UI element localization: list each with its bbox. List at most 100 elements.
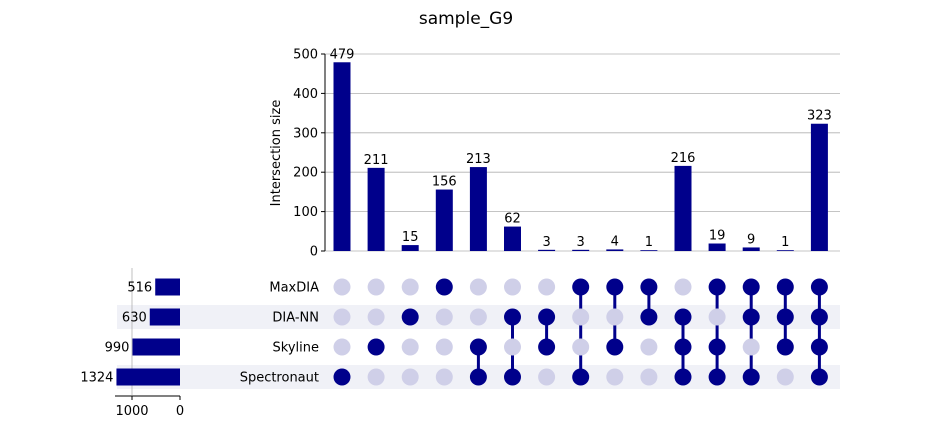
matrix-dot-inactive — [367, 368, 385, 386]
matrix-dot-active — [469, 368, 487, 386]
matrix-dot-inactive — [504, 278, 521, 296]
set-size-label: 1324 — [80, 371, 113, 386]
intersection-bar — [640, 250, 658, 251]
intersection-bar — [435, 189, 453, 251]
matrix-dot-active — [810, 338, 828, 356]
matrix-dot-inactive — [606, 368, 624, 386]
set-size-label: 990 — [105, 341, 130, 356]
matrix-dot-inactive — [367, 308, 385, 326]
matrix-dot-active — [776, 308, 794, 326]
intersection-bar-label: 15 — [402, 230, 419, 245]
matrix-dot-inactive — [742, 338, 760, 356]
intersection-bar-label: 156 — [432, 175, 457, 190]
matrix-dot-inactive — [776, 368, 794, 386]
matrix-dot-inactive — [435, 368, 453, 386]
matrix-dot-inactive — [640, 368, 658, 386]
y-tick-label: 0 — [310, 245, 318, 260]
matrix-dot-active — [333, 368, 351, 386]
intersection-bar — [333, 62, 351, 251]
matrix-dot-active — [538, 308, 556, 326]
matrix-dot-active — [606, 278, 624, 296]
set-size-label: 516 — [127, 281, 152, 296]
matrix-dot-inactive — [572, 338, 590, 356]
y-tick-label: 400 — [293, 87, 318, 102]
intersection-bar-label: 216 — [671, 151, 696, 166]
matrix-dot-inactive — [333, 308, 351, 326]
intersection-bar — [776, 250, 794, 251]
intersection-y-axis: 0 100 200 300 400 500 — [293, 48, 326, 260]
matrix-dot-inactive — [333, 278, 351, 296]
set-size-bar — [116, 368, 180, 386]
matrix-dot-active — [504, 368, 521, 386]
matrix-dot-active — [674, 368, 692, 386]
intersection-bar — [742, 247, 760, 251]
matrix-dot-active — [640, 308, 658, 326]
intersection-bar-label: 213 — [466, 152, 491, 167]
matrix-dot-active — [810, 308, 828, 326]
intersection-bars — [333, 62, 828, 251]
intersection-bar — [674, 165, 692, 251]
matrix-dot-active — [708, 368, 726, 386]
intersection-bar-label: 323 — [807, 109, 832, 124]
intersection-bar-label: 1 — [781, 235, 789, 250]
matrix-dot-active — [606, 338, 624, 356]
intersection-bar — [504, 226, 521, 251]
matrix-dot-active — [367, 338, 385, 356]
chart-title: sample_G9 — [419, 9, 513, 29]
matrix-dot-inactive — [504, 338, 521, 356]
matrix-dot-inactive — [401, 278, 419, 296]
matrix-dot-active — [776, 278, 794, 296]
intersection-bar — [572, 249, 590, 251]
intersection-bar — [469, 167, 487, 251]
matrix-dot-active — [810, 368, 828, 386]
intersection-bar-label: 211 — [364, 153, 389, 168]
matrix-dot-inactive — [708, 308, 726, 326]
intersection-bar-label: 3 — [577, 235, 585, 250]
intersection-matrix — [333, 278, 828, 386]
matrix-dot-active — [469, 338, 487, 356]
set-size-tick-label: 0 — [176, 404, 184, 419]
matrix-dot-active — [776, 338, 794, 356]
intersection-bar-label: 19 — [709, 229, 726, 244]
matrix-dot-inactive — [469, 278, 487, 296]
matrix-dot-inactive — [572, 308, 590, 326]
matrix-dot-active — [674, 308, 692, 326]
intersection-bar — [538, 249, 556, 251]
y-tick-label: 100 — [293, 205, 318, 220]
matrix-dot-active — [674, 338, 692, 356]
matrix-dot-inactive — [401, 368, 419, 386]
matrix-dot-inactive — [538, 278, 556, 296]
matrix-dot-active — [810, 278, 828, 296]
matrix-dot-inactive — [401, 338, 419, 356]
matrix-dot-active — [504, 308, 521, 326]
matrix-dot-active — [742, 308, 760, 326]
set-name-label: MaxDIA — [269, 281, 319, 296]
intersection-bar-label: 3 — [542, 235, 550, 250]
matrix-dot-inactive — [435, 308, 453, 326]
matrix-dot-active — [742, 368, 760, 386]
matrix-dot-inactive — [538, 368, 556, 386]
matrix-dot-inactive — [640, 338, 658, 356]
set-size-bar — [132, 338, 180, 356]
intersection-bar-label: 62 — [504, 212, 521, 227]
matrix-dot-active — [640, 278, 658, 296]
y-axis-label: Intersection size — [269, 100, 284, 207]
matrix-dot-active — [538, 338, 556, 356]
intersection-bar-label: 479 — [330, 47, 355, 62]
matrix-dot-active — [708, 338, 726, 356]
y-tick-label: 200 — [293, 166, 318, 181]
intersection-bar — [401, 245, 419, 251]
intersection-bar — [810, 123, 828, 251]
matrix-dot-active — [435, 278, 453, 296]
intersection-bar — [606, 249, 624, 251]
set-size-tick-label: 1000 — [115, 404, 148, 419]
matrix-dot-inactive — [435, 338, 453, 356]
y-gridlines — [325, 53, 840, 252]
matrix-dot-inactive — [674, 278, 692, 296]
set-name-label: DIA-NN — [272, 311, 319, 326]
matrix-dot-active — [572, 278, 590, 296]
set-name-label: Skyline — [273, 341, 319, 356]
set-name-labels: MaxDIA DIA-NN Skyline Spectronaut — [240, 281, 319, 386]
